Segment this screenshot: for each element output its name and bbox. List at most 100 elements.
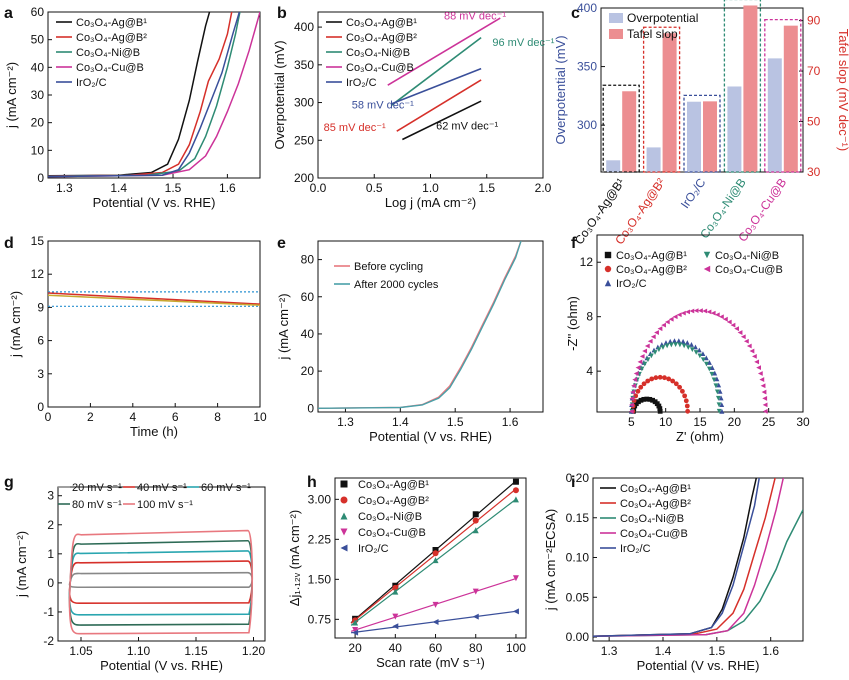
data-point (635, 388, 641, 394)
panel-letter-i: i (571, 474, 575, 491)
x-tick-label: 40 (389, 641, 403, 655)
y-tick-label: 0.20 (566, 471, 590, 485)
data-point (756, 365, 762, 371)
data-point (392, 584, 399, 591)
legend-label: Co₃O₄-Ag@B² (346, 32, 417, 44)
bar-tafel (703, 101, 717, 172)
legend-label: Co₃O₄-Ni@B (620, 513, 684, 525)
legend-label: Co₃O₄-Ni@B (346, 47, 410, 59)
y-tick-label: 30 (31, 88, 45, 102)
y-tick-label: 3.00 (308, 492, 332, 506)
x-tick-label: 0.5 (366, 181, 383, 195)
y-tick-label: 3 (47, 489, 54, 503)
data-point (352, 619, 359, 626)
data-point (676, 338, 682, 343)
y-tick-label: 8 (586, 310, 593, 324)
data-point (604, 251, 612, 259)
y-tick-label: 20 (31, 116, 45, 130)
category-outline (642, 26, 681, 173)
data-point (352, 629, 359, 636)
bar-overpotential (767, 58, 782, 172)
data-point (715, 395, 721, 401)
series-line (593, 478, 776, 637)
data-point (472, 527, 479, 534)
panel-i: 1.3 1.4 1.5 1.6 0.00 0.05 0.10 0.15 0.20 Potentia… (543, 471, 804, 673)
data-point (642, 348, 648, 354)
y-tick-label: 10 (31, 143, 45, 157)
data-point (657, 408, 663, 414)
data-point (703, 355, 709, 361)
y-tick-label: 0 (37, 171, 44, 185)
panel-letter-a: a (4, 5, 13, 22)
y-tick-label: 15 (31, 234, 45, 248)
x-tick-label: 30 (796, 415, 810, 429)
cv-loop (68, 550, 254, 616)
series-line (593, 478, 785, 637)
data-point (432, 547, 439, 553)
x-tick-label: 4 (129, 410, 136, 424)
x-tick-label: 10 (253, 410, 267, 424)
data-point (677, 342, 683, 348)
data-point (432, 557, 439, 564)
category-outline (764, 19, 802, 173)
data-point (709, 365, 715, 370)
y-axis-label: Δj₁.₁₂ᵥ (mA cm⁻²) (287, 510, 302, 606)
data-point (743, 338, 749, 344)
data-point (392, 588, 399, 595)
bar-tafel (743, 5, 758, 172)
y-tick-label: 350 (294, 58, 314, 72)
x-axis-label: Scan rate (mV s⁻¹) (376, 655, 485, 670)
legend-label: 100 mV s⁻¹ (137, 499, 193, 511)
x-tick-label: 1.6 (762, 644, 779, 658)
legend-label: IrO₂/C (358, 543, 389, 555)
x-tick-label: 20 (728, 415, 742, 429)
legend-swatch (609, 13, 623, 23)
data-point (672, 314, 678, 320)
panel-letter-h: h (307, 474, 317, 491)
data-point (636, 399, 641, 405)
data-point (726, 319, 732, 325)
data-point (682, 393, 688, 399)
data-point (762, 402, 768, 408)
data-point (685, 345, 691, 350)
y2-tick-label: 70 (807, 64, 821, 78)
y-axis-label: j (mA cm⁻²ECSA) (543, 509, 558, 611)
data-point (697, 353, 703, 359)
data-point (472, 511, 479, 518)
data-point (668, 316, 674, 322)
x-tick-label: 1.5 (709, 644, 726, 658)
data-point (719, 402, 725, 407)
legend-label: Co₃O₄-Ag@B¹ (620, 483, 691, 495)
y-tick-label: 2 (47, 518, 54, 532)
panel-c: 300 350 400 30 50 70 90 Overpotential (mV) Tafel… (553, 0, 849, 247)
data-point (340, 544, 348, 552)
y-tick-label: 6 (37, 334, 44, 348)
data-point (629, 402, 634, 408)
data-point (664, 343, 670, 349)
data-point (684, 403, 690, 409)
legend-label: Co₃O₄-Ag@B² (76, 32, 147, 44)
y-tick-label: 60 (301, 290, 315, 304)
series-line (48, 12, 241, 178)
x-tick-label: 1.10 (127, 644, 151, 658)
y-tick-label: 12 (31, 267, 45, 281)
data-point (633, 371, 639, 376)
data-point (689, 347, 695, 353)
data-point (693, 350, 699, 355)
data-point (714, 389, 720, 395)
data-point (631, 383, 636, 389)
category-outline (683, 94, 721, 173)
x-tick-label: 2 (87, 410, 94, 424)
data-point (711, 377, 717, 383)
data-point (638, 397, 644, 403)
data-point (679, 388, 685, 394)
bar-overpotential (646, 147, 661, 172)
data-point (656, 347, 662, 353)
y-tick-label: 2.25 (308, 532, 332, 546)
y2-tick-label: 90 (807, 14, 821, 28)
y-tick-label: 9 (37, 300, 44, 314)
data-point (392, 623, 399, 630)
data-point (647, 396, 653, 402)
data-point (730, 322, 736, 328)
data-point (709, 371, 715, 377)
